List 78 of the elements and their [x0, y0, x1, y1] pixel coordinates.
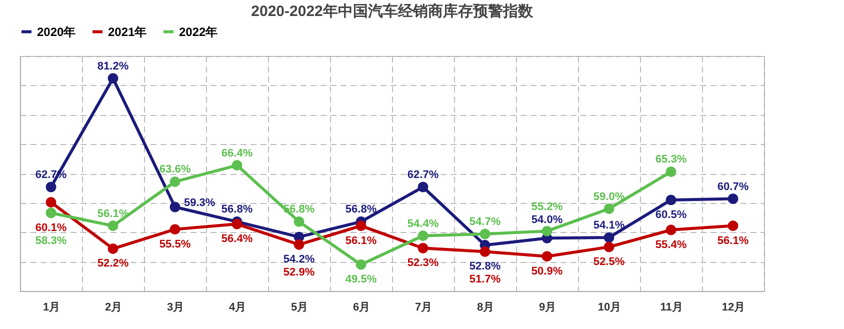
x-tick-label: 6月 [352, 302, 370, 314]
data-label: 60.1% [35, 222, 67, 234]
point [604, 242, 614, 252]
point [728, 220, 738, 232]
point [542, 226, 552, 236]
point [108, 73, 118, 84]
point [356, 220, 366, 232]
x-tick-label: 10月 [598, 302, 622, 314]
point [542, 251, 552, 262]
data-label: 58.3% [35, 234, 67, 247]
point [170, 176, 180, 187]
data-label: 52.2% [97, 258, 129, 270]
point [232, 218, 242, 230]
data-label: 63.6% [159, 164, 191, 176]
x-tick-label: 12月 [722, 302, 746, 314]
data-label: 62.7% [407, 169, 439, 182]
data-label: 52.9% [283, 266, 315, 279]
data-label: 51.7% [469, 274, 501, 286]
point [108, 243, 118, 254]
x-tick-label: 1月 [42, 302, 60, 314]
data-label: 54.1% [593, 220, 625, 232]
point [108, 220, 118, 232]
data-label: 66.4% [221, 147, 253, 160]
point [480, 246, 490, 257]
point [418, 230, 428, 242]
legend-label: 2022年 [179, 24, 218, 39]
x-tick-label: 7月 [414, 302, 432, 314]
x-tick-label: 9月 [538, 302, 556, 314]
data-label: 55.5% [159, 238, 191, 250]
data-label: 56.1% [717, 234, 749, 247]
point [604, 204, 614, 214]
data-label: 54.2% [283, 254, 315, 266]
data-label: 50.9% [531, 265, 563, 278]
data-label: 54.0% [531, 214, 563, 226]
point [46, 208, 56, 218]
data-label: 56.8% [345, 204, 377, 216]
data-label: 52.5% [593, 256, 625, 268]
x-tick-label: 2月 [104, 302, 122, 314]
point [480, 228, 490, 240]
point [728, 194, 738, 204]
point [170, 224, 180, 235]
data-label: 59.3% [184, 196, 216, 209]
point [46, 182, 56, 192]
point [666, 194, 676, 206]
data-label: 56.4% [221, 233, 253, 246]
chart-title: 2020-2022年中国汽车经销商库存预警指数 [251, 2, 534, 20]
data-label: 55.4% [655, 238, 687, 251]
data-label: 60.7% [717, 180, 749, 193]
data-label: 56.1% [345, 234, 377, 247]
data-label: 49.5% [345, 274, 377, 286]
point [170, 202, 180, 212]
x-tick-label: 8月 [476, 302, 494, 314]
point [294, 216, 304, 227]
data-label: 59.0% [593, 190, 625, 203]
point [666, 166, 676, 177]
point [356, 259, 366, 270]
point [666, 224, 676, 236]
point [604, 232, 614, 243]
x-tick-label: 11月 [660, 302, 683, 314]
data-label: 60.5% [655, 208, 687, 221]
x-tick-label: 5月 [290, 302, 308, 314]
data-label: 54.4% [407, 218, 439, 230]
legend-label: 2020年 [37, 24, 76, 39]
point [418, 182, 428, 192]
x-tick-label: 4月 [228, 302, 246, 314]
point [232, 160, 242, 171]
data-label: 81.2% [97, 60, 129, 72]
data-label: 65.3% [655, 154, 687, 166]
data-label: 52.3% [407, 257, 439, 270]
point [294, 239, 304, 250]
legend-label: 2021年 [108, 24, 147, 39]
data-label: 52.8% [469, 260, 501, 273]
point [418, 242, 428, 254]
data-label: 56.8% [221, 204, 253, 216]
data-label: 54.7% [469, 216, 501, 228]
x-tick-label: 3月 [166, 302, 184, 314]
point [46, 197, 56, 208]
data-label: 55.2% [531, 201, 563, 214]
